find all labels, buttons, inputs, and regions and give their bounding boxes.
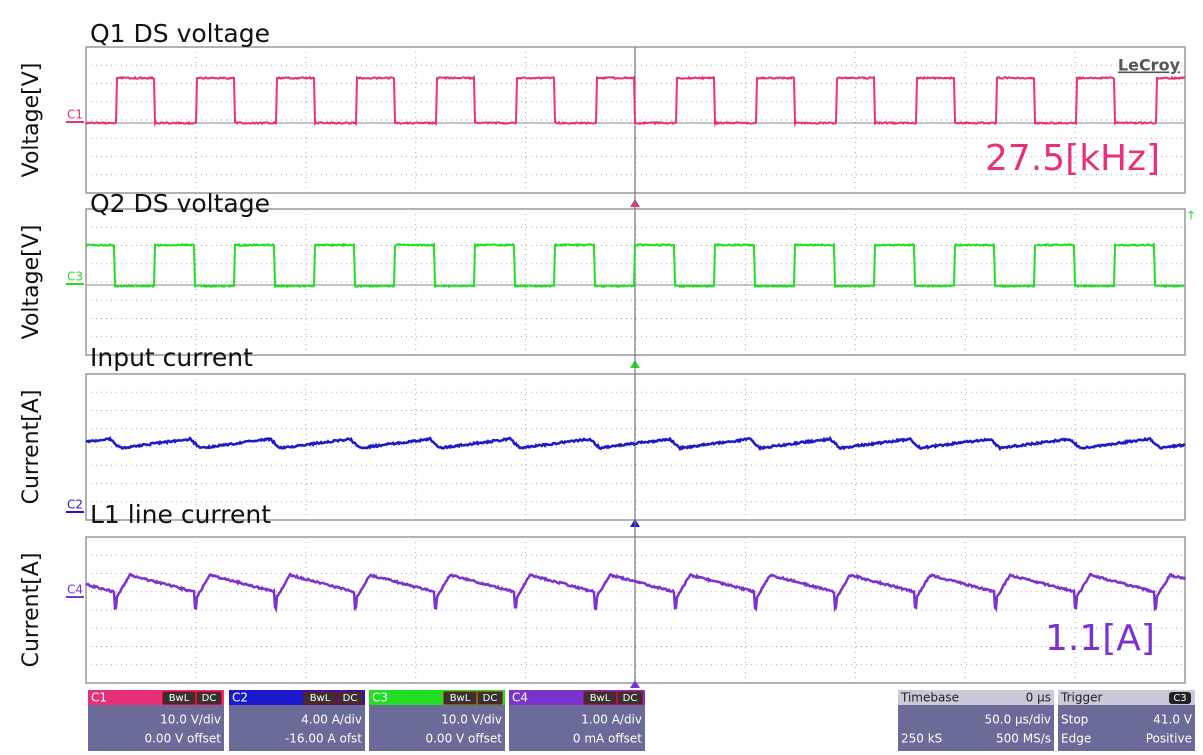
- channel-name: C4: [512, 691, 528, 705]
- channel-offset: 0.00 V offset: [144, 732, 221, 746]
- channel-name: C2: [232, 691, 248, 705]
- channel-name: C1: [91, 691, 107, 705]
- timebase-scale: 50.0 µs/div: [984, 713, 1051, 727]
- trigger-slope: Positive: [1146, 732, 1192, 746]
- channel-scale: 10.0 V/div: [441, 713, 502, 727]
- badge-text: DC: [202, 693, 217, 704]
- channel-marker: C4: [67, 583, 83, 597]
- annotation: 1.1[A]: [1045, 618, 1155, 659]
- channel-offset: 0 mA offset: [573, 732, 642, 746]
- channel-name: C3: [372, 691, 388, 705]
- badge-text: BwL: [169, 693, 190, 704]
- channel-offset: -16.00 A ofst: [285, 732, 362, 746]
- badge-text: DC: [343, 693, 358, 704]
- channel-marker: C2: [67, 498, 83, 512]
- scope-screen: Q1 DS voltage Voltage[V] C1 Q2 DS voltage Vo…: [0, 0, 1203, 755]
- badge-text: DC: [623, 693, 638, 704]
- trigger-source: C3: [1173, 693, 1186, 704]
- channel-scale: 1.00 A/div: [581, 713, 642, 727]
- channel-marker: C1: [67, 108, 83, 122]
- y-axis-label: Current[A]: [19, 390, 44, 505]
- trigger-label: Trigger: [1060, 691, 1102, 705]
- channel-offset: 0.00 V offset: [425, 732, 502, 746]
- trigger-mode: Stop: [1061, 713, 1088, 727]
- arrow-marker: ↑: [1186, 209, 1196, 223]
- trigger-level: 41.0 V: [1153, 713, 1193, 727]
- channel-marker: C3: [67, 270, 83, 284]
- timebase-label: Timebase: [900, 691, 959, 705]
- panel-title: Q1 DS voltage: [90, 19, 270, 48]
- badge-text: BwL: [590, 693, 611, 704]
- badge-text: BwL: [450, 693, 471, 704]
- y-axis-label: Voltage[V]: [19, 225, 44, 340]
- timebase-samples: 250 kS: [901, 732, 942, 746]
- panel-title: Input current: [90, 343, 253, 372]
- annotation: 27.5[kHz]: [985, 138, 1160, 179]
- trigger-type: Edge: [1061, 732, 1091, 746]
- channel-scale: 4.00 A/div: [301, 713, 362, 727]
- panel-title: Q2 DS voltage: [90, 189, 270, 218]
- badge-text: BwL: [310, 693, 331, 704]
- y-axis-label: Current[A]: [19, 553, 44, 668]
- brand-logo: LeCroy: [1118, 56, 1181, 75]
- panel-title: L1 line current: [90, 500, 271, 529]
- channel-scale: 10.0 V/div: [160, 713, 221, 727]
- timebase-delay: 0 µs: [1026, 691, 1051, 705]
- badge-text: DC: [483, 693, 498, 704]
- y-axis-label: Voltage[V]: [19, 63, 44, 178]
- timebase-rate: 500 MS/s: [996, 732, 1051, 746]
